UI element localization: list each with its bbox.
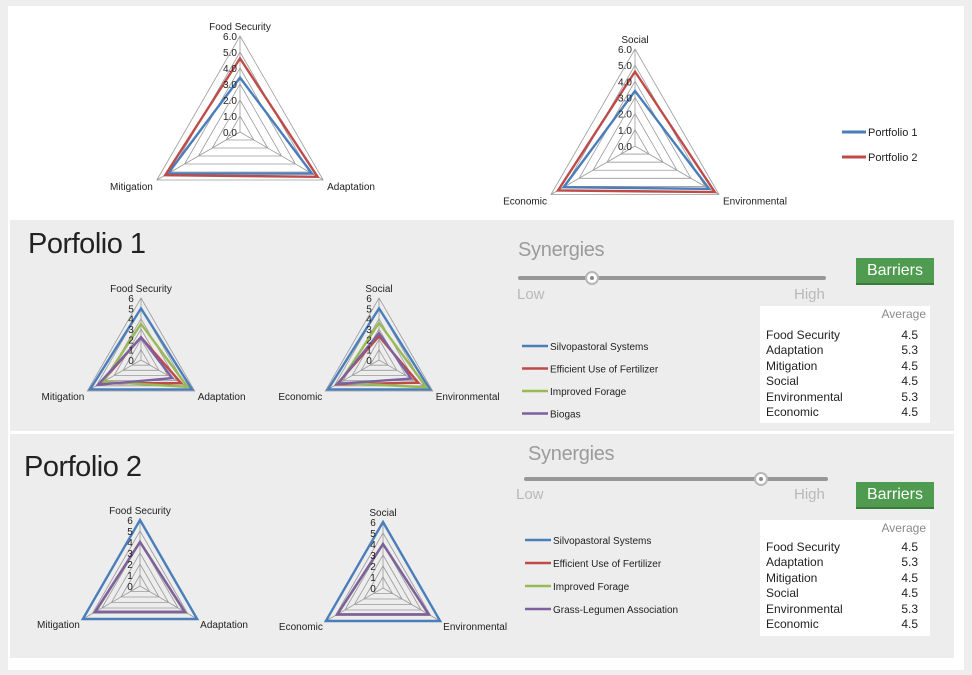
averages-header: Average (881, 521, 926, 535)
slider-high-label: High (794, 286, 825, 303)
axis-label-adaptation: Adaptation (327, 182, 375, 193)
tick-label: 1.0 (618, 126, 632, 137)
synergy-slider-track[interactable] (524, 477, 828, 481)
average-row-mitigation: Mitigation 4.5 (766, 571, 918, 586)
portfolio-2-title: Porfolio 2 (24, 451, 142, 483)
tick-label: 5.0 (618, 61, 632, 72)
series-portfolio-2 (555, 69, 718, 194)
average-name: Mitigation (766, 358, 818, 373)
average-row-environmental: Environmental 5.3 (766, 390, 918, 405)
average-name: Adaptation (766, 343, 824, 358)
portfolio-2-panel: Porfolio 2 Synergies Low High Barriers A… (10, 434, 954, 658)
axis-label-mitigation: Mitigation (110, 182, 153, 193)
average-name: Social (766, 374, 799, 389)
average-row-food-security: Food Security 4.5 (766, 328, 918, 343)
average-row-mitigation: Mitigation 4.5 (766, 359, 918, 374)
slider-low-label: Low (516, 486, 544, 503)
synergy-slider-handle[interactable] (584, 271, 599, 285)
average-row-adaptation: Adaptation 5.3 (766, 343, 918, 358)
tick-label: 4.0 (223, 64, 237, 75)
average-value: 4.5 (901, 540, 918, 554)
average-value: 5.3 (901, 555, 918, 570)
average-value: 4.5 (901, 586, 918, 601)
series-portfolio-1 (561, 89, 712, 191)
axis-label-food-security: Food Security (209, 22, 271, 33)
average-name: Environmental (766, 601, 843, 616)
radar-gridline (592, 96, 678, 171)
average-value: 4.5 (901, 570, 918, 585)
average-name: Social (766, 586, 799, 601)
synergy-slider-track[interactable] (518, 276, 826, 280)
radar-gridline (156, 35, 324, 181)
synergies-label: Synergies (518, 239, 605, 261)
series-portfolio-1 (165, 75, 315, 175)
radar-gridline (550, 48, 720, 195)
average-value: 4.5 (901, 328, 918, 342)
axis-label-social: Social (621, 35, 648, 46)
legend-label: Portfolio 1 (868, 127, 918, 139)
average-row-adaptation: Adaptation 5.3 (766, 555, 918, 570)
barriers-button[interactable]: Barriers (856, 258, 934, 283)
average-value: 5.3 (901, 343, 918, 358)
averages-table: Average Food Security 4.5 Adaptation 5.3 Mit… (760, 520, 930, 636)
average-row-social: Social 4.5 (766, 586, 918, 601)
tick-label: 3.0 (223, 80, 237, 91)
average-row-social: Social 4.5 (766, 374, 918, 389)
tick-label: 6.0 (223, 32, 237, 43)
synergy-slider-handle[interactable] (754, 472, 769, 486)
tick-label: 2.0 (618, 110, 632, 121)
average-row-food-security: Food Security 4.5 (766, 540, 918, 555)
average-value: 4.5 (901, 358, 918, 373)
averages-header: Average (881, 307, 926, 321)
top-legend: Portfolio 1 Portfolio 2 (842, 127, 918, 164)
portfolio-1-title: Porfolio 1 (28, 228, 146, 260)
average-name: Environmental (766, 389, 843, 404)
tick-label: 0.0 (223, 128, 237, 139)
tick-label: 1.0 (223, 112, 237, 123)
tick-label: 6.0 (618, 45, 632, 56)
average-name: Economic (766, 617, 819, 631)
radar-gridline (606, 112, 664, 163)
radar-gridline (211, 99, 269, 149)
average-value: 4.5 (901, 617, 918, 631)
axis-label-economic: Economic (503, 197, 547, 208)
tick-label: 2.0 (223, 96, 237, 107)
tick-label: 5.0 (223, 48, 237, 59)
average-name: Mitigation (766, 570, 818, 585)
synergies-label: Synergies (528, 443, 615, 465)
average-name: Economic (766, 405, 819, 419)
average-name: Food Security (766, 328, 841, 342)
average-row-environmental: Environmental 5.3 (766, 602, 918, 617)
average-value: 5.3 (901, 389, 918, 404)
radar-spoke (634, 145, 720, 195)
series-portfolio-2 (162, 56, 320, 179)
average-value: 4.5 (901, 374, 918, 389)
slider-low-label: Low (517, 286, 545, 303)
slider-high-label: High (794, 486, 825, 503)
average-name: Food Security (766, 540, 841, 554)
barriers-button[interactable]: Barriers (856, 482, 934, 507)
radar-gridline (197, 83, 283, 157)
radar-gridline (620, 129, 650, 155)
radar-spoke (156, 131, 241, 181)
tick-label: 4.0 (618, 77, 632, 88)
tick-label: 0.0 (618, 142, 632, 153)
legend-label: Portfolio 2 (868, 152, 918, 164)
average-row-economic: Economic 4.5 (766, 617, 918, 632)
portfolio-1-panel: Porfolio 1 Synergies Low High Barriers A… (10, 220, 954, 431)
average-name: Adaptation (766, 555, 824, 570)
radar-gridline (225, 115, 255, 141)
average-row-economic: Economic 4.5 (766, 405, 918, 420)
averages-table: Average Food Security 4.5 Adaptation 5.3 Mit… (760, 306, 930, 423)
axis-label-environmental: Environmental (723, 197, 787, 208)
average-value: 4.5 (901, 405, 918, 419)
tick-label: 3.0 (618, 94, 632, 105)
radar-spoke (239, 131, 324, 181)
average-value: 5.3 (901, 601, 918, 616)
